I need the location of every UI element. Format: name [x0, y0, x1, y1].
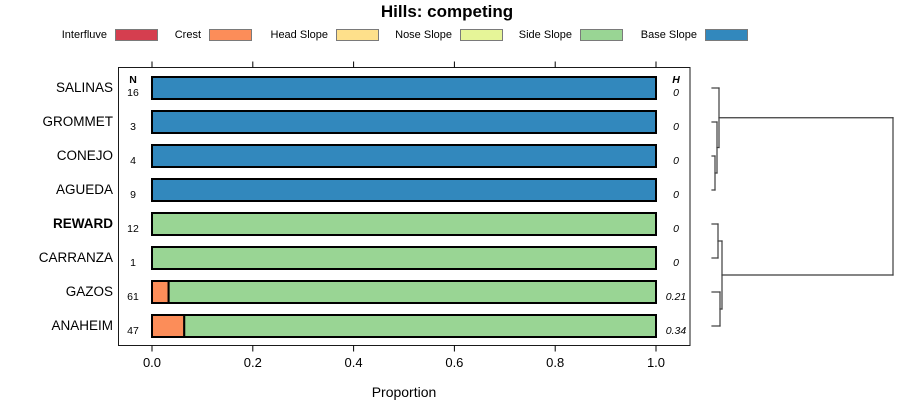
x-tick-label: 0.4 [344, 355, 363, 370]
row-label: GROMMET [42, 114, 114, 129]
legend-item-label: Head Slope [270, 29, 329, 41]
bar-segment [151, 110, 657, 134]
bar-row [151, 144, 657, 168]
chart-title: Hills: competing [380, 2, 514, 21]
legend-item-label: Side Slope [518, 29, 572, 41]
dendrogram [711, 87, 894, 327]
row-label: CONEJO [56, 148, 113, 163]
bar-segment [151, 76, 657, 100]
legend-item-label: Interfluve [61, 29, 107, 41]
bar-row [151, 314, 657, 338]
bar-row [151, 246, 657, 270]
n-value: 16 [127, 87, 139, 99]
bar-row [151, 178, 657, 202]
row-label: ANAHEIM [51, 318, 113, 333]
legend-swatch [705, 29, 748, 41]
h-value: 0.21 [665, 291, 687, 303]
n-value: 3 [130, 121, 136, 133]
x-tick-label: 0.2 [243, 355, 262, 370]
n-value: 12 [127, 223, 139, 235]
legend-swatch [336, 29, 379, 41]
bar-segment [151, 314, 186, 338]
legend-item-label: Base Slope [640, 29, 697, 41]
bar-segment [151, 212, 657, 236]
n-column-header: N [129, 74, 137, 86]
n-value: 9 [130, 189, 136, 201]
legend-item-label: Nose Slope [395, 29, 452, 41]
row-label: REWARD [53, 216, 113, 231]
bar-segment [151, 280, 170, 304]
bar-segment [151, 178, 657, 202]
bar-segment [167, 280, 658, 304]
bar-row [151, 280, 658, 304]
h-value: 0 [673, 257, 679, 269]
bar-row [151, 76, 657, 100]
bar-segment [151, 246, 657, 270]
plot-frame [118, 61, 691, 352]
row-label: SALINAS [55, 80, 113, 95]
h-value: 0 [673, 189, 679, 201]
x-tick-label: 0.0 [142, 355, 162, 370]
row-label: GAZOS [65, 284, 113, 299]
row-label: CARRANZA [38, 250, 113, 265]
h-value: 0 [673, 155, 679, 167]
bar-segment [151, 144, 657, 168]
n-value: 1 [130, 257, 136, 269]
x-axis-label: Proportion [371, 384, 437, 400]
legend-swatch [115, 29, 158, 41]
plot-box [118, 67, 691, 346]
legend-swatch [580, 29, 623, 41]
row-label: AGUEDA [55, 182, 113, 197]
bar-row [151, 212, 657, 236]
h-value: 0 [673, 223, 679, 235]
x-tick-label: 1.0 [646, 355, 666, 370]
n-value: 4 [130, 155, 136, 167]
h-column-header: H [672, 74, 680, 86]
h-value: 0 [673, 87, 679, 99]
n-value: 61 [127, 291, 139, 303]
n-value: 47 [127, 325, 139, 337]
x-tick-label: 0.6 [445, 355, 464, 370]
h-value: 0 [673, 121, 679, 133]
x-tick-label: 0.8 [546, 355, 565, 370]
bar-row [151, 110, 657, 134]
h-value: 0.34 [665, 325, 687, 337]
legend-swatch [209, 29, 252, 41]
legend-item-label: Crest [174, 29, 201, 41]
legend-swatch [460, 29, 503, 41]
bar-segment [183, 314, 657, 338]
bars-layer [151, 76, 658, 338]
